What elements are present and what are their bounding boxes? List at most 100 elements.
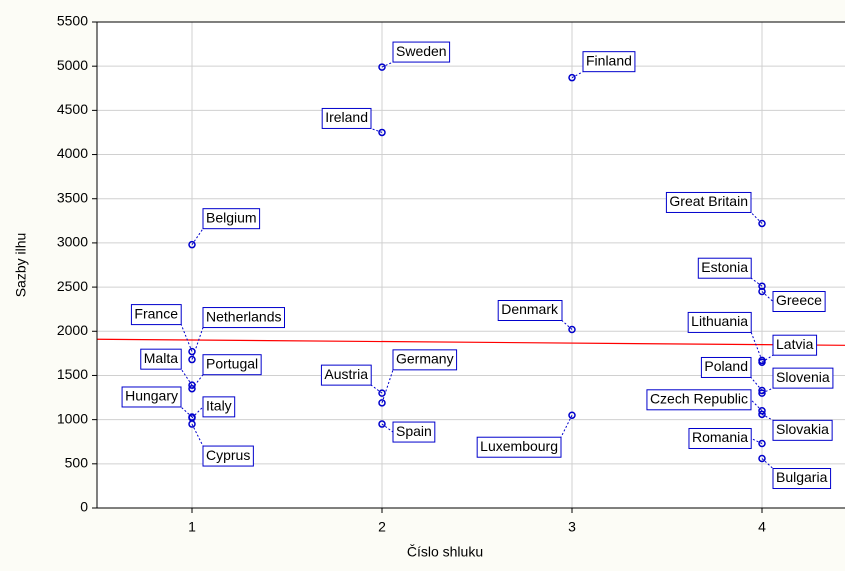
y-tick-label: 4000 <box>57 145 88 161</box>
point-label: Spain <box>396 423 432 439</box>
x-axis-label: Číslo shluku <box>407 544 483 560</box>
point <box>758 219 766 228</box>
point-label: Great Britain <box>669 193 748 209</box>
point <box>758 358 766 366</box>
point <box>568 411 576 419</box>
point-label-group: Hungary <box>121 386 193 418</box>
point-label: Czech Republic <box>650 391 748 407</box>
point <box>188 355 196 364</box>
y-tick-label: 1000 <box>57 410 88 426</box>
point <box>378 128 386 137</box>
leader-line <box>191 374 204 390</box>
y-axis-label: Sazby ilhu <box>13 233 29 298</box>
label-box <box>772 367 834 389</box>
leader-line <box>180 368 193 386</box>
point-label: Belgium <box>206 209 257 225</box>
point-label: Ireland <box>325 109 368 125</box>
point <box>758 386 766 395</box>
point <box>758 454 766 463</box>
leader-line <box>750 377 763 391</box>
leader-line <box>750 399 763 412</box>
point-label: Finland <box>586 52 632 68</box>
point-label-group: Austria <box>320 364 383 394</box>
point-label-group: Cyprus <box>191 423 254 467</box>
leader-line <box>370 127 383 133</box>
label-box <box>582 51 636 73</box>
point-label: Romania <box>692 429 748 445</box>
trend <box>96 338 845 346</box>
point-label-group: Greece <box>761 291 826 313</box>
label-box <box>140 348 182 370</box>
point-label: Portugal <box>206 355 258 371</box>
point-label-group: Ireland <box>321 107 383 133</box>
label-box <box>202 307 285 329</box>
point <box>378 399 386 407</box>
label-box <box>321 107 372 129</box>
point-label-group: Czech Republic <box>646 389 763 412</box>
label-box <box>772 334 818 356</box>
point-label-group: Denmark <box>497 300 573 330</box>
point-label-group: Finland <box>571 51 636 79</box>
point-label: Lithuania <box>691 313 748 329</box>
point-label-group: Bulgaria <box>761 458 832 490</box>
y-tick-label: 5500 <box>57 13 88 29</box>
x-tick-label: 4 <box>758 519 766 535</box>
point <box>188 240 196 249</box>
point-label-group: Great Britain <box>665 191 763 224</box>
point <box>758 410 766 419</box>
leader-line <box>750 332 763 361</box>
point <box>378 63 386 71</box>
point-label: France <box>134 305 178 321</box>
point-label-group: Slovakia <box>761 413 833 441</box>
point-label: Luxembourg <box>480 438 558 454</box>
point-label: Poland <box>704 358 748 374</box>
label-box <box>202 445 254 467</box>
leader-line <box>381 369 394 404</box>
leader-line <box>761 458 774 469</box>
trend-line <box>96 338 845 346</box>
label-box <box>665 191 752 213</box>
point <box>758 439 766 448</box>
grid <box>97 21 845 509</box>
point-label: Denmark <box>501 301 559 317</box>
point-label-group: France <box>130 304 193 352</box>
leader-line <box>191 228 204 245</box>
label-box <box>688 427 752 449</box>
point-label-group: Poland <box>700 356 763 391</box>
point-label: Latvia <box>776 336 814 352</box>
point <box>188 384 196 393</box>
x-tick-label: 2 <box>378 519 386 535</box>
leader-line <box>750 438 763 444</box>
leader-line <box>761 291 774 302</box>
label-box <box>476 436 562 458</box>
point-label-group: Malta <box>140 348 193 386</box>
point-label: Austria <box>324 366 368 382</box>
y-tick-label: 2000 <box>57 322 88 338</box>
y-tick-label: 1500 <box>57 366 88 382</box>
y-tick-label: 3000 <box>57 234 88 250</box>
y-tick-label: 2500 <box>57 278 88 294</box>
point-label: Greece <box>776 292 822 308</box>
point <box>758 389 766 397</box>
y-tick-label: 5000 <box>57 57 88 73</box>
label-box <box>392 349 458 371</box>
point-label-group: Romania <box>688 427 763 449</box>
point-label: Estonia <box>701 259 748 275</box>
y-tick-label: 3500 <box>57 189 88 205</box>
label-box <box>121 386 182 408</box>
point-label: Netherlands <box>206 308 282 324</box>
point <box>568 73 576 82</box>
point-label: Slovakia <box>776 421 829 437</box>
label-box <box>772 291 826 313</box>
leader-line <box>180 406 193 418</box>
point-label-group: Netherlands <box>191 307 285 360</box>
point-label: Germany <box>396 351 454 367</box>
y-tick-label: 4500 <box>57 101 88 117</box>
point-label: Sweden <box>396 43 447 59</box>
y-tick-label: 500 <box>65 455 89 471</box>
plot-border <box>96 21 845 509</box>
point <box>188 420 196 428</box>
label-box <box>202 396 236 418</box>
label-box <box>700 356 752 378</box>
